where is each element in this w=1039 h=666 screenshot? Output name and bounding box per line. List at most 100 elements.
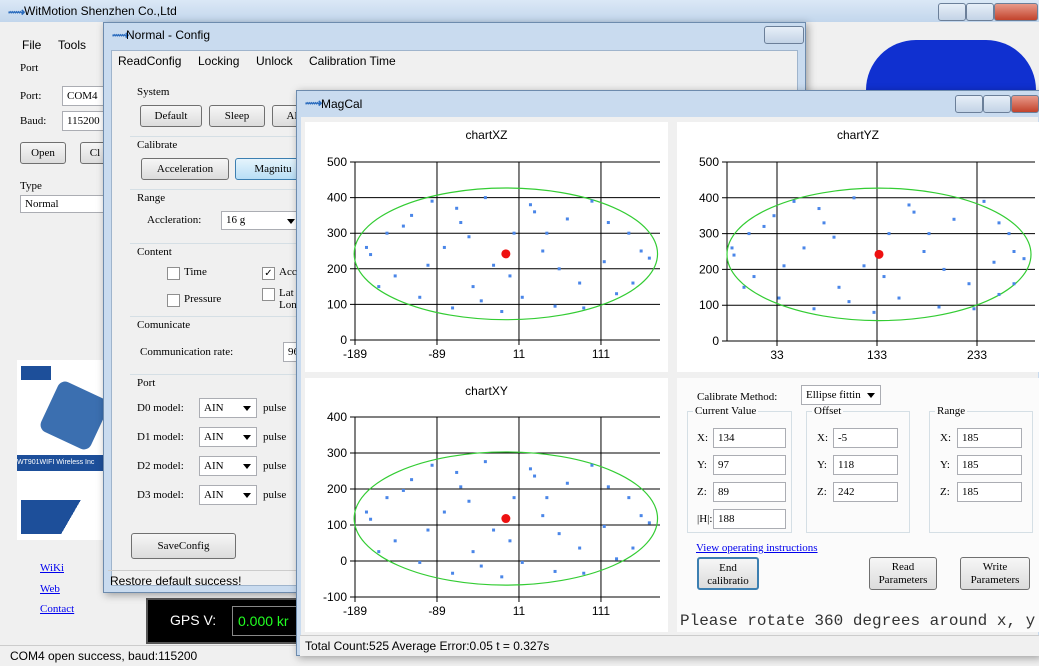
data-point [927, 232, 931, 236]
method-select[interactable]: Ellipse fittin [801, 385, 881, 405]
data-point [557, 267, 561, 271]
value-input[interactable]: 242 [833, 482, 898, 502]
data-point [451, 571, 455, 575]
main-titlebar: ⟿ WitMotion Shenzhen Co.,Ltd [0, 0, 1039, 22]
link[interactable]: Web [40, 583, 60, 595]
menu-item[interactable]: Calibration Time [309, 54, 396, 68]
center-point [874, 249, 884, 259]
label: X: [817, 432, 828, 444]
menu-item[interactable]: Locking [198, 54, 240, 68]
magcal-statusbar: Total Count:525 Average Error:0.05 t = 0… [300, 635, 1039, 656]
default-button[interactable]: Default [140, 105, 202, 127]
config-statusbar: Restore default success! [108, 570, 298, 591]
value-input[interactable]: 89 [713, 482, 786, 502]
checkbox-label: Pressure [184, 293, 222, 305]
checkbox[interactable] [167, 267, 180, 280]
open-button[interactable]: Open [20, 142, 66, 164]
baud-input[interactable]: 115200 [62, 111, 106, 131]
checkbox[interactable] [167, 294, 180, 307]
data-point [364, 510, 368, 514]
data-point [467, 499, 471, 503]
data-point [907, 203, 911, 207]
checkbox[interactable]: ✓ [262, 267, 275, 280]
data-point [639, 249, 643, 253]
data-point [528, 203, 532, 207]
data-point [533, 474, 537, 478]
sleep-button[interactable]: Sleep [209, 105, 265, 127]
value-input[interactable]: 185 [957, 482, 1022, 502]
device-image: WT901WIFI Wireless Inc [17, 360, 112, 540]
value-input[interactable]: 134 [713, 428, 786, 448]
action-button[interactable]: Read Parameters [869, 557, 937, 590]
data-point [762, 224, 766, 228]
label: Z: [817, 486, 827, 498]
data-point [882, 275, 886, 279]
link[interactable]: WiKi [40, 562, 64, 574]
value-input[interactable]: 185 [957, 455, 1022, 475]
device [37, 378, 112, 453]
window-title: MagCal [321, 97, 363, 111]
data-point [377, 550, 381, 554]
data-point [812, 307, 816, 311]
type-input[interactable]: Normal [20, 195, 110, 213]
window-title: WitMotion Shenzhen Co.,Ltd [24, 4, 177, 18]
close-button[interactable] [994, 3, 1038, 21]
brand-mark [21, 500, 101, 534]
separator [130, 136, 300, 137]
button-label: Write [982, 561, 1008, 573]
instructions-link[interactable]: View operating instructions [696, 542, 818, 554]
value-input[interactable]: -5 [833, 428, 898, 448]
data-point [401, 224, 405, 228]
save-config-button[interactable]: SaveConfig [131, 533, 236, 559]
menu-item[interactable]: ReadConfig [118, 54, 182, 68]
menu-item[interactable]: Tools [58, 38, 87, 52]
value-input[interactable]: 97 [713, 455, 786, 475]
data-point [997, 221, 1001, 225]
label: Z: [697, 486, 707, 498]
data-point [817, 207, 821, 211]
label: pulse [263, 431, 287, 443]
data-point [541, 249, 545, 253]
port-select[interactable]: AIN [199, 456, 257, 476]
port-select[interactable]: AIN [199, 398, 257, 418]
maximize-button[interactable] [966, 3, 994, 21]
data-point [1022, 257, 1026, 261]
value-input[interactable]: 118 [833, 455, 898, 475]
link[interactable]: Contact [40, 603, 75, 615]
port-select[interactable]: AIN [199, 485, 257, 505]
port-input[interactable]: COM4 [62, 86, 106, 106]
data-point [847, 300, 851, 304]
acceleration-button[interactable]: Acceleration [141, 158, 229, 180]
close-button[interactable] [1011, 95, 1039, 113]
data-point [385, 231, 389, 235]
data-point [483, 196, 487, 200]
port-select[interactable]: AIN [199, 427, 257, 447]
value-input[interactable]: 185 [957, 428, 1022, 448]
close-button[interactable] [764, 26, 804, 44]
label: Communication rate: [140, 346, 234, 358]
data-point [410, 478, 414, 482]
minimize-button[interactable] [955, 95, 983, 113]
range-select[interactable]: 16 g [221, 211, 301, 230]
data-point [1012, 282, 1016, 286]
data-point [631, 546, 635, 550]
value-input[interactable]: 188 [713, 509, 786, 529]
menu-item[interactable]: File [22, 38, 42, 52]
maximize-button[interactable] [983, 95, 1011, 113]
action-button[interactable]: Write Parameters [960, 557, 1030, 590]
data-point [545, 231, 549, 235]
hint-text: Please rotate 360 degrees around x, y [680, 612, 1036, 630]
checkbox[interactable] [262, 288, 275, 301]
button-label: End [719, 562, 737, 574]
group-label: Range [935, 405, 968, 417]
action-button[interactable]: End calibratio [697, 557, 759, 590]
data-point [792, 199, 796, 203]
x-tick-label: -89 [428, 347, 446, 361]
label: Calibrate Method: [697, 391, 778, 403]
minimize-button[interactable] [938, 3, 966, 21]
y-tick-label: 200 [327, 482, 347, 496]
x-tick-label: 111 [592, 604, 611, 618]
menu-item[interactable]: Unlock [256, 54, 293, 68]
